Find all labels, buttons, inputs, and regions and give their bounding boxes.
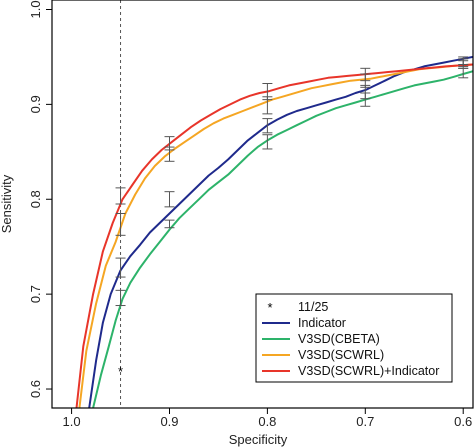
error-bar bbox=[115, 257, 126, 278]
series-line-1 bbox=[92, 70, 473, 408]
x-tick-label: 0.6 bbox=[454, 414, 472, 429]
x-tick-label: 0.9 bbox=[160, 414, 178, 429]
x-tick-label: 0.8 bbox=[258, 414, 276, 429]
error-bar bbox=[115, 212, 126, 236]
legend-label-scwrl-indicator: V3SD(SCWRL)+Indicator bbox=[298, 364, 439, 378]
marker-point: * bbox=[118, 364, 123, 379]
axis-layer: 1.0 0.9 0.8 0.7 0.6 0.6 0.7 0.8 0.9 1.0 bbox=[28, 0, 472, 429]
y-tick-label: 0.8 bbox=[28, 190, 43, 208]
x-tick-label: 0.7 bbox=[356, 414, 374, 429]
error-bar bbox=[115, 187, 126, 205]
plot-layer: * bbox=[75, 0, 473, 408]
legend-label-cbeta: V3SD(CBETA) bbox=[298, 332, 380, 346]
y-tick-label: 0.7 bbox=[28, 285, 43, 303]
plot-area: * bbox=[75, 0, 473, 408]
x-tick-label: 1.0 bbox=[63, 414, 81, 429]
error-bar bbox=[262, 118, 273, 134]
legend-label-indicator: Indicator bbox=[298, 316, 346, 330]
error-bar bbox=[164, 136, 175, 151]
y-axis-title: Sensitivity bbox=[0, 174, 14, 233]
series-line-3 bbox=[75, 63, 473, 408]
error-bar bbox=[115, 289, 126, 307]
y-tick-label: 0.9 bbox=[28, 95, 43, 113]
y-tick-label: 0.6 bbox=[28, 380, 43, 398]
y-tick-label: 1.0 bbox=[28, 0, 43, 18]
error-bar bbox=[458, 56, 469, 66]
plot-frame bbox=[51, 0, 474, 409]
error-bar bbox=[164, 191, 175, 208]
legend-label-marker: 11/25 bbox=[298, 300, 328, 314]
error-bar bbox=[360, 67, 371, 82]
error-bar bbox=[164, 219, 175, 229]
legend-marker-symbol: * bbox=[267, 300, 272, 315]
x-axis-title: Specificity bbox=[229, 432, 288, 447]
error-bar bbox=[262, 82, 273, 101]
error-bar bbox=[262, 134, 273, 150]
legend-label-scwrl: V3SD(SCWRL) bbox=[298, 348, 384, 362]
legend: * 11/25 Indicator V3SD(CBETA) V3SD(SCWRL… bbox=[255, 293, 453, 383]
